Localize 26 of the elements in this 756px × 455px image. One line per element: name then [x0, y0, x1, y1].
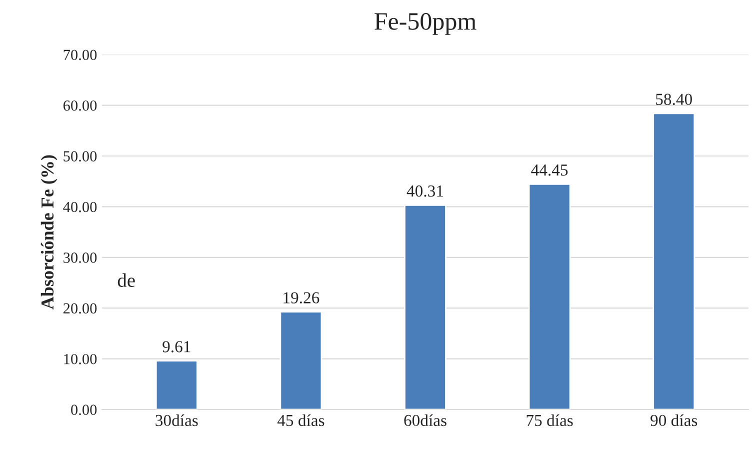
x-tick-label: 45 días	[277, 414, 324, 426]
bar	[404, 204, 446, 410]
x-tick-label: 30días	[156, 414, 198, 426]
x-tick-label: 60días	[404, 414, 446, 426]
bar	[280, 311, 322, 410]
y-tick-label: 60.00	[63, 100, 97, 111]
data-label: 9.61	[162, 341, 190, 352]
bar	[155, 360, 198, 410]
bar	[528, 183, 571, 410]
y-tick-label: 0.00	[71, 404, 97, 416]
y-tick-label: 20.00	[63, 303, 97, 314]
x-tick-label: 75 días	[526, 414, 573, 426]
bar	[652, 112, 696, 410]
data-label: 44.45	[531, 164, 568, 176]
y-tick-label: 30.00	[64, 252, 97, 263]
y-tick-label: 40.00	[63, 202, 97, 212]
data-label: 40.31	[406, 185, 443, 197]
annotation: de	[118, 273, 135, 287]
chart-title: Fe-50ppm	[374, 12, 476, 35]
data-label: 58.40	[656, 94, 692, 106]
y-tick-label: 10.00	[64, 354, 97, 364]
x-tick-label: 90 días	[650, 414, 698, 426]
y-tick-label: 70.00	[64, 50, 97, 60]
data-label: 19.26	[284, 292, 320, 304]
y-axis-title: Absorciónde Fe (%)	[40, 155, 58, 310]
y-tick-label: 50.00	[64, 151, 97, 162]
